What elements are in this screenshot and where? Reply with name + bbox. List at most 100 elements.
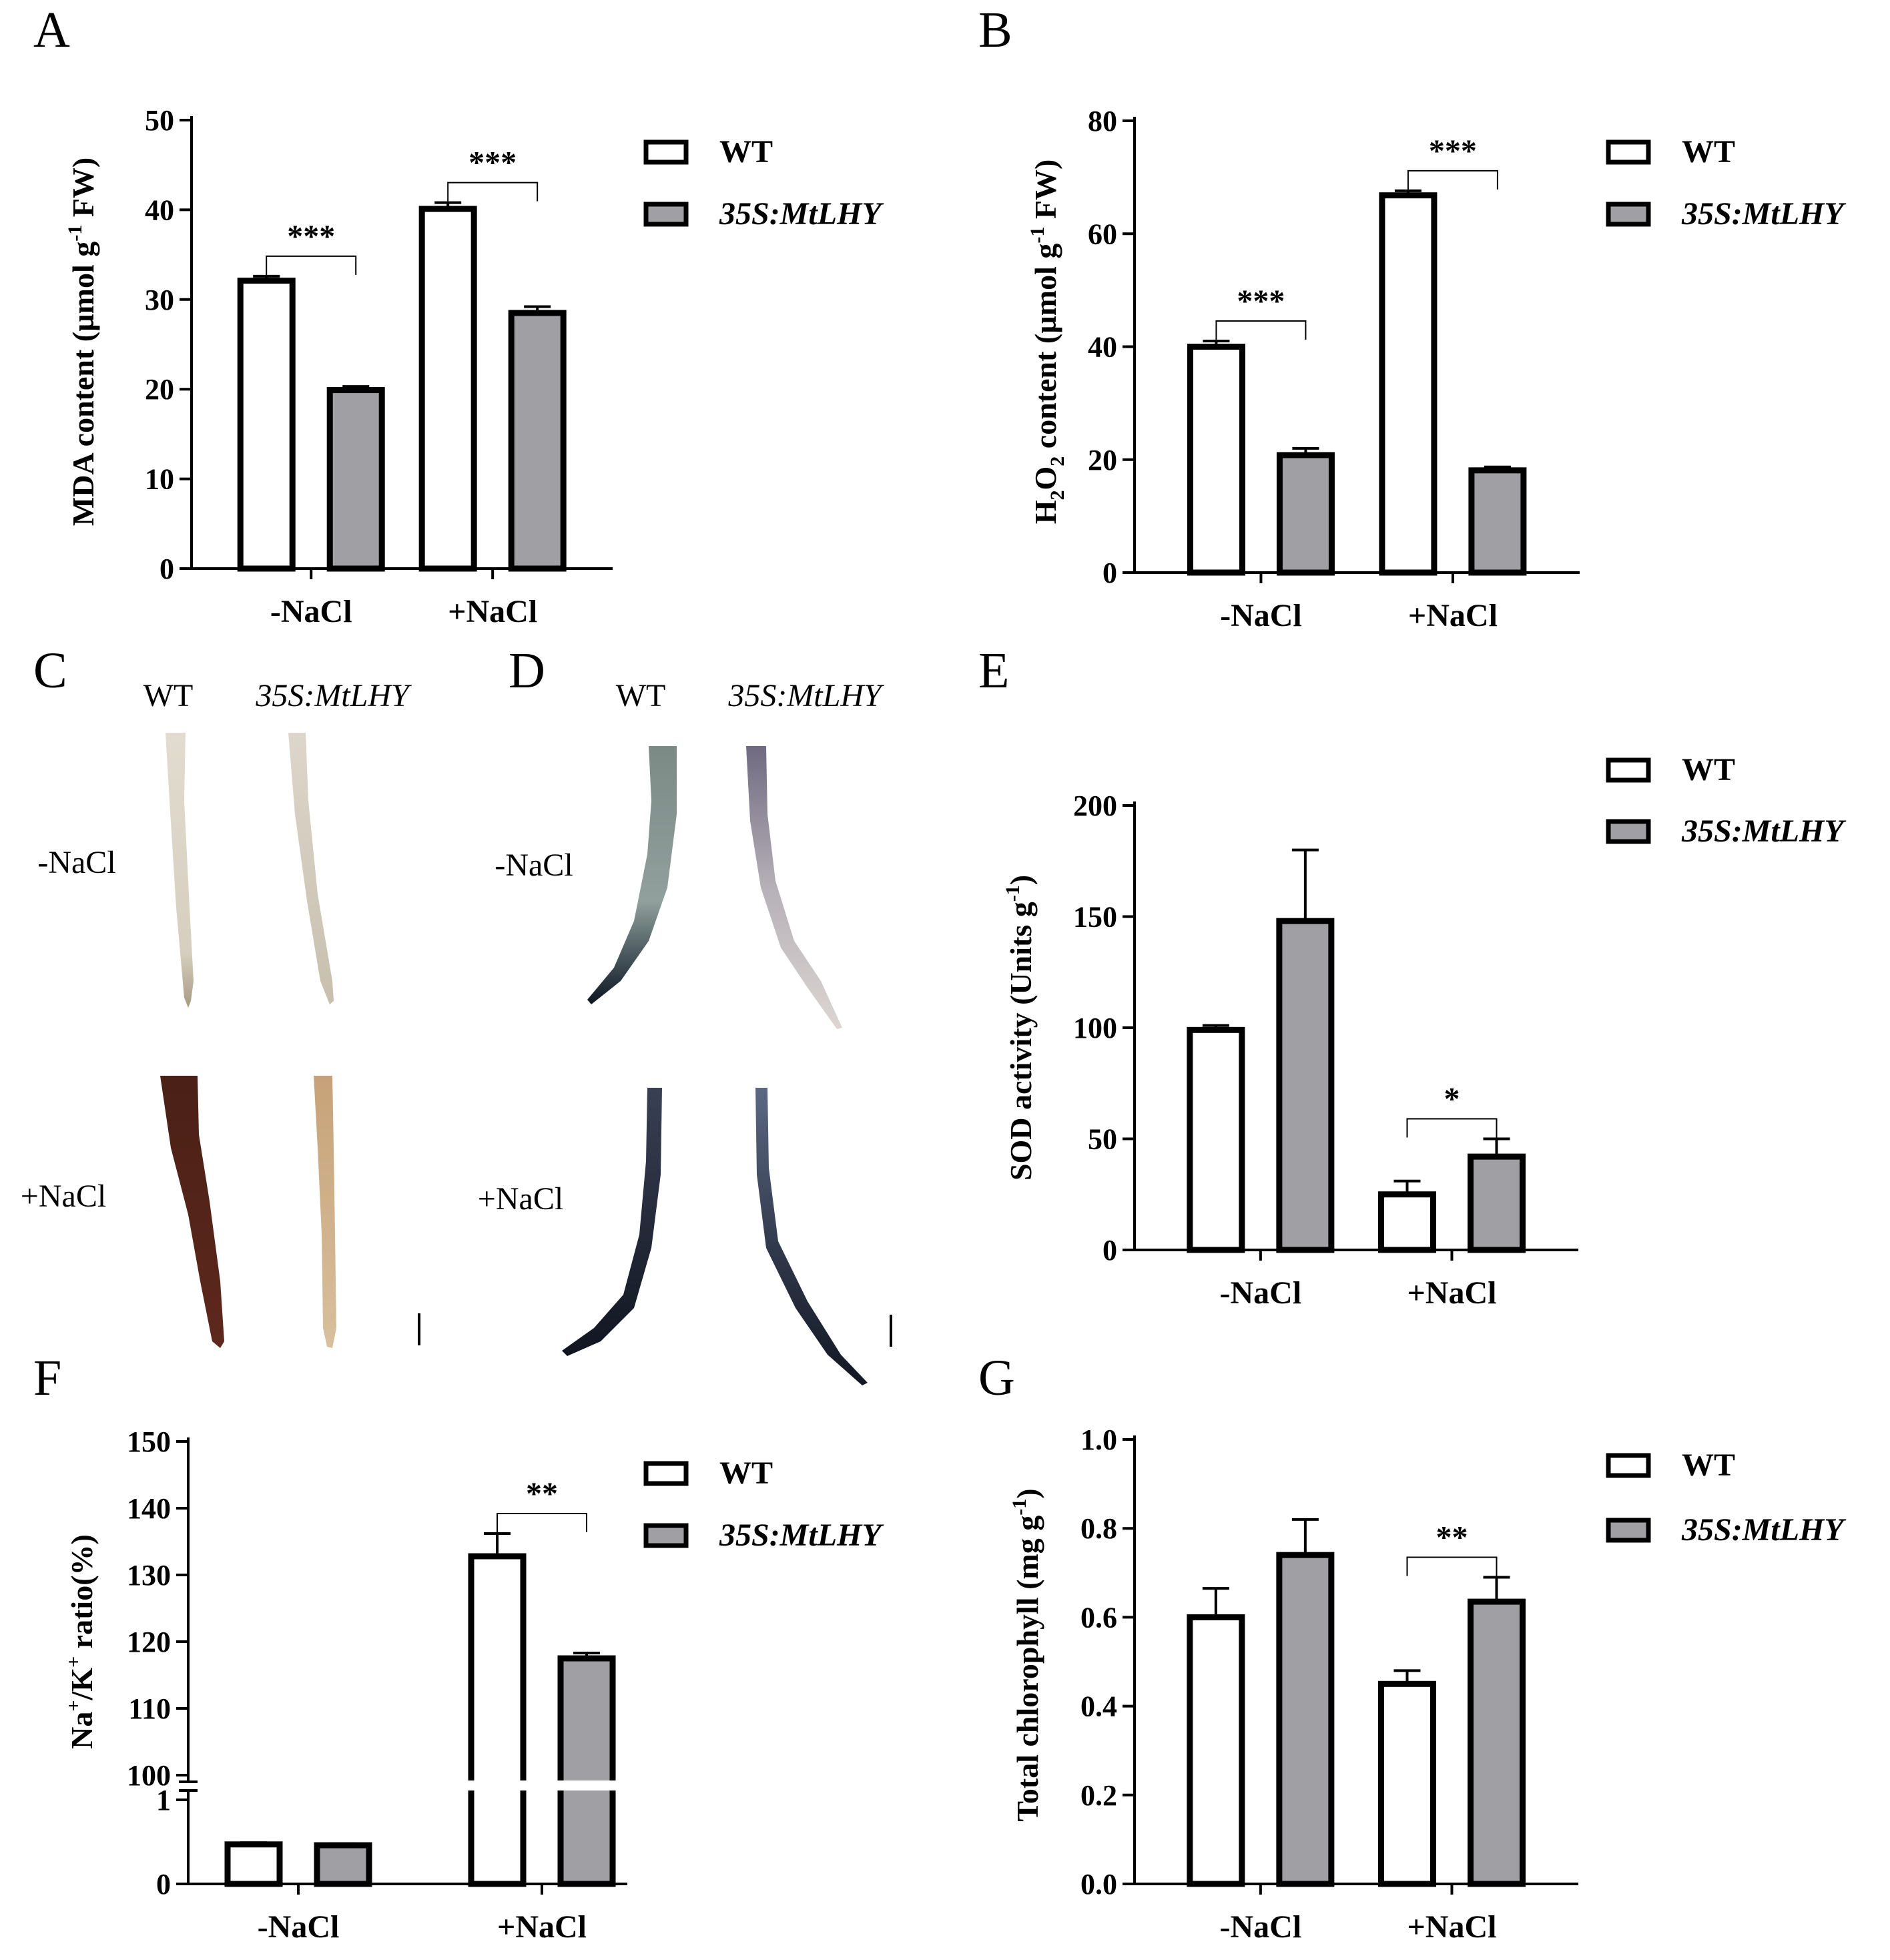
G-legend-label-tg: 35S:MtLHY — [1681, 1512, 1846, 1548]
F-legend-swatch-tg — [643, 1523, 689, 1548]
E-bar-tg-1 — [1467, 1153, 1526, 1253]
G-legend-swatch-wt — [1606, 1453, 1651, 1478]
E-y-tick-label-3: 150 — [1073, 901, 1117, 934]
E-legend-swatch-tg — [1606, 819, 1651, 844]
G-sig-bracket-1 — [1406, 1556, 1498, 1576]
A-y-tick-label-5: 50 — [145, 104, 174, 137]
B-legend-label-tg: 35S:MtLHY — [1681, 196, 1846, 232]
F-y-tick-label-upper-5: 150 — [127, 1425, 171, 1458]
G-y-tick-label-0: 0.0 — [1080, 1868, 1117, 1901]
chart-h2o2: 0 20 40 60 80 -NaCl *** +NaCl *** WT 35S:MtLHY — [1088, 105, 1846, 633]
F-legend-label-tg: 35S:MtLHY — [719, 1518, 884, 1553]
B-bar-tg-1 — [1468, 467, 1527, 576]
panel-letter-g: G — [978, 1350, 1015, 1406]
scale-bar-c — [418, 1313, 420, 1345]
E-legend-swatch-wt — [1606, 757, 1651, 783]
A-y-tick-label-1: 10 — [145, 463, 174, 496]
F-x-label-0: -NaCl — [258, 1909, 340, 1945]
root-c-tg-salt — [314, 1076, 336, 1348]
G-bar-wt-0 — [1187, 1614, 1245, 1887]
A-y-tick-label-2: 20 — [145, 373, 174, 406]
panel-letter-a: A — [33, 2, 70, 58]
B-sig-bracket-1 — [1407, 170, 1498, 190]
photo-c-col-wt: WT — [143, 678, 194, 713]
E-y-tick-label-4: 200 — [1073, 789, 1117, 822]
root-d-wt-control — [587, 746, 677, 1004]
photo-c-row-minus: -NaCl — [37, 845, 115, 880]
F-y-tick-label-upper-3: 130 — [127, 1559, 171, 1592]
photo-c-row-plus: +NaCl — [21, 1179, 106, 1214]
G-y-tick-label-5: 1.0 — [1080, 1423, 1117, 1456]
panel-letter-d: D — [509, 643, 545, 699]
G-y-tick-label-2: 0.4 — [1080, 1690, 1117, 1723]
E-x-label-0: -NaCl — [1220, 1275, 1302, 1311]
F-y-tick-label-upper-4: 140 — [127, 1492, 171, 1525]
y-axis-label-b: H2O2 content (µmol g-1 FW) — [1026, 159, 1068, 525]
B-legend-label-wt: WT — [1682, 134, 1735, 170]
E-x-label-1: +NaCl — [1407, 1275, 1496, 1311]
A-legend-label-wt: WT — [719, 134, 773, 170]
A-y-tick-label-0: 0 — [160, 553, 174, 585]
root-d-tg-salt — [755, 1088, 868, 1385]
G-bar-tg-0 — [1276, 1552, 1335, 1887]
E-bar-wt-1 — [1377, 1191, 1436, 1253]
scale-bar-d — [890, 1315, 892, 1347]
F-y-tick-label-lower-0: 0 — [156, 1868, 171, 1901]
chart-chlorophyll: 0.0 0.2 0.4 0.6 0.8 1.0 -NaCl +NaCl ** WT 35S:MtLH… — [1080, 1423, 1846, 1945]
B-sig-label-0: *** — [1237, 284, 1285, 319]
G-legend-label-wt: WT — [1682, 1447, 1735, 1483]
F-x-label-1: +NaCl — [497, 1909, 587, 1945]
B-x-label-0: -NaCl — [1220, 598, 1302, 633]
B-bar-wt-0 — [1187, 344, 1245, 576]
B-y-tick-label-1: 20 — [1088, 444, 1117, 476]
B-y-tick-label-2: 40 — [1088, 331, 1117, 364]
G-x-label-1: +NaCl — [1407, 1909, 1496, 1945]
A-sig-bracket-1 — [447, 182, 539, 202]
photo-panel-c: WT 35S:MtLHY -NaCl +NaCl — [21, 678, 420, 1348]
F-y-tick-label-upper-2: 120 — [127, 1626, 171, 1658]
B-sig-bracket-0 — [1215, 320, 1307, 340]
B-legend-swatch-wt — [1606, 139, 1651, 165]
G-legend-swatch-tg — [1606, 1518, 1651, 1543]
A-bar-wt-1 — [418, 206, 477, 572]
y-axis-label-f: Na+/K+ ratio(%) — [63, 1534, 99, 1749]
E-y-tick-label-2: 100 — [1073, 1012, 1117, 1044]
root-d-wt-salt — [562, 1088, 662, 1356]
E-bar-tg-0 — [1276, 918, 1335, 1253]
F-legend-swatch-wt — [643, 1461, 689, 1486]
photo-c-col-tg: 35S:MtLHY — [255, 678, 412, 713]
root-c-tg-control — [288, 733, 334, 1004]
photo-d-col-wt: WT — [616, 678, 666, 713]
A-bar-wt-0 — [237, 278, 296, 572]
photo-d-col-tg: 35S:MtLHY — [727, 678, 884, 713]
F-y-tick-label-upper-0: 100 — [127, 1759, 171, 1792]
A-x-label-1: +NaCl — [448, 594, 537, 629]
A-bar-tg-1 — [508, 310, 567, 572]
E-sig-label-1: * — [1444, 1082, 1460, 1117]
panel-letter-b: B — [978, 2, 1012, 58]
F-bar-tg-1 — [557, 1655, 616, 1887]
F-bar-wt-1 — [468, 1553, 527, 1887]
G-bar-wt-1 — [1377, 1680, 1436, 1887]
photo-d-row-plus: +NaCl — [478, 1181, 563, 1217]
A-sig-label-1: *** — [468, 145, 517, 181]
G-x-label-0: -NaCl — [1220, 1909, 1302, 1945]
A-legend-swatch-tg — [643, 202, 689, 227]
panel-letter-f: F — [33, 1350, 61, 1406]
F-sig-label-1: ** — [526, 1476, 558, 1512]
B-bar-wt-1 — [1379, 192, 1438, 576]
root-c-wt-salt — [160, 1076, 224, 1348]
A-bar-tg-0 — [326, 387, 385, 572]
G-y-tick-label-3: 0.6 — [1080, 1601, 1117, 1634]
A-sig-bracket-0 — [266, 255, 357, 275]
y-axis-label-g: Total chlorophyll (mg g-1) — [1008, 1488, 1044, 1821]
chart-mda: 0 10 20 30 40 50 -NaCl *** +NaCl *** WT 35S:MtLHY — [145, 104, 884, 629]
G-y-tick-label-1: 0.2 — [1080, 1779, 1117, 1812]
E-sig-bracket-1 — [1406, 1118, 1498, 1138]
F-bar-tg-0 — [314, 1842, 372, 1887]
root-d-tg-control — [746, 746, 842, 1029]
G-bar-tg-1 — [1467, 1598, 1526, 1887]
E-legend-label-tg: 35S:MtLHY — [1681, 813, 1846, 849]
